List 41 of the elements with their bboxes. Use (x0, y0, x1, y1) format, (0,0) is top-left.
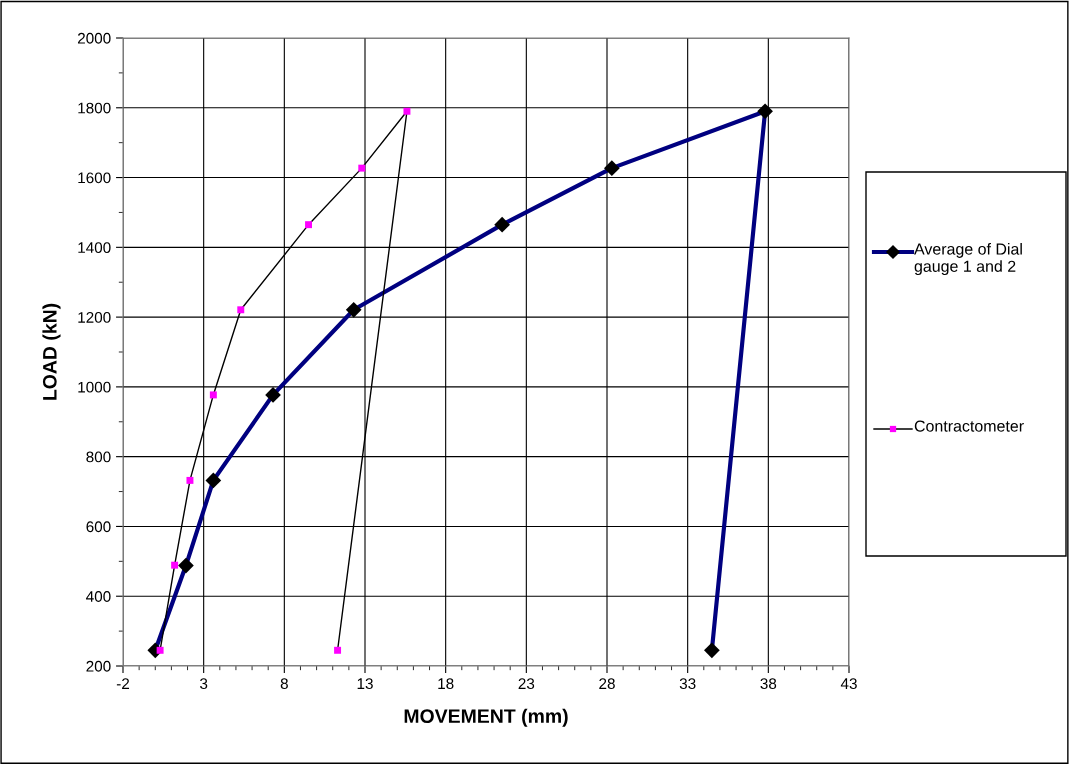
x-tick-label: 28 (599, 678, 615, 690)
point (237, 306, 245, 314)
y-tick-label: 200 (86, 660, 111, 672)
point (209, 391, 217, 399)
x-axis-title: MOVEMENT (mm) (404, 708, 568, 727)
x-tick-label: -2 (116, 678, 130, 689)
point (403, 107, 411, 115)
y-tick-label: 1000 (78, 381, 111, 393)
point (156, 646, 164, 654)
x-tick-label: 33 (679, 678, 696, 690)
point (178, 557, 194, 574)
y-tick-label: 600 (86, 521, 111, 533)
legend-label: Contractometer (914, 420, 1024, 432)
point (334, 646, 342, 654)
x-tick-label: 23 (518, 678, 535, 690)
x-tick-label: 13 (357, 678, 373, 690)
point (345, 301, 362, 318)
point (205, 472, 222, 489)
legend-label: Average of Dial gauge 1 and 2 (914, 243, 1022, 276)
point (757, 103, 773, 120)
point (358, 164, 366, 172)
x-tick-label: 43 (840, 678, 857, 690)
y-axis-title: LOAD (kN) (42, 303, 61, 400)
y-tick-label: 1800 (78, 102, 111, 114)
x-tick-label: 18 (438, 678, 454, 690)
point (265, 387, 281, 403)
point (704, 642, 720, 659)
y-tick-label: 1200 (78, 311, 111, 323)
point (494, 216, 510, 233)
y-tick-label: 2000 (77, 32, 111, 44)
point (171, 561, 179, 569)
x-tick-label: 38 (760, 678, 777, 690)
y-tick-label: 1400 (78, 242, 111, 254)
point (186, 476, 194, 484)
y-tick-label: 800 (86, 451, 111, 463)
x-tick-label: 8 (280, 678, 288, 690)
point (305, 221, 313, 229)
point (603, 160, 620, 176)
y-tick-label: 1600 (78, 172, 111, 184)
y-tick-label: 400 (86, 591, 111, 602)
x-tick-label: 3 (200, 678, 208, 690)
